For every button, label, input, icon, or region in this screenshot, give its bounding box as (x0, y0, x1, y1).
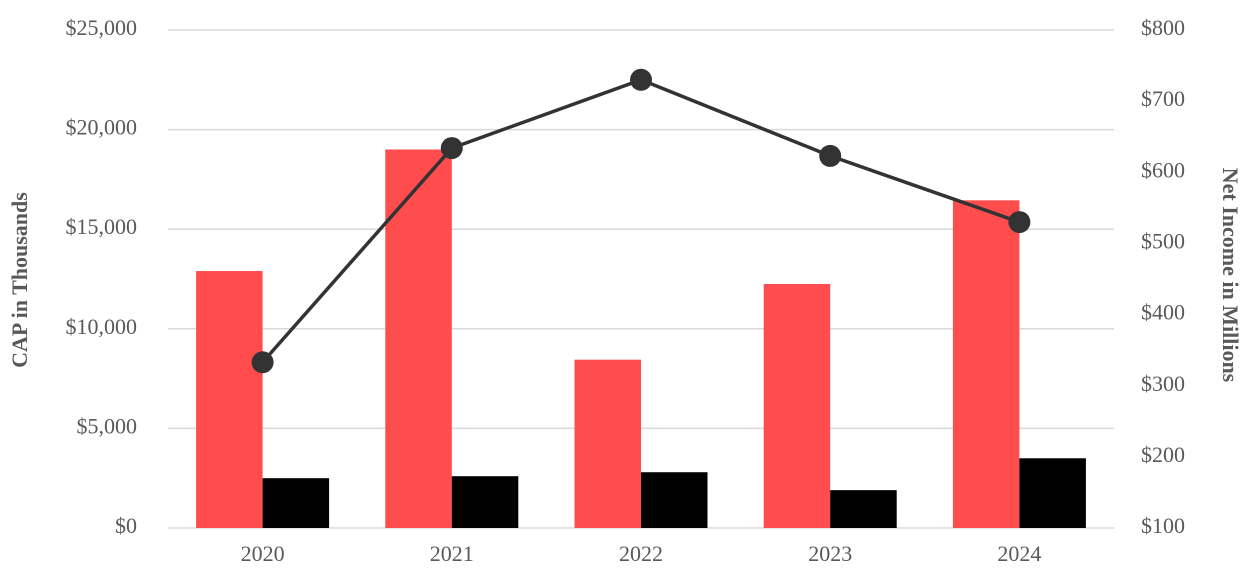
x-tick-label: 2022 (619, 541, 663, 566)
y-tick-label: $15,000 (66, 214, 138, 239)
line-marker (251, 351, 274, 374)
x-tick-label: 2021 (430, 541, 474, 566)
y2-tick-label: $700 (1141, 86, 1185, 111)
y-tick-label: $20,000 (66, 115, 138, 140)
x-tick-label: 2023 (808, 541, 852, 566)
bar (262, 478, 330, 528)
y-tick-label: $25,000 (66, 15, 138, 40)
y-tick-label: $10,000 (66, 314, 138, 339)
line (261, 77, 1020, 364)
y2-tick-label: $200 (1141, 442, 1185, 467)
y2-tick-label: $800 (1141, 15, 1185, 40)
bar (385, 149, 452, 528)
bar (451, 476, 519, 528)
y-tick-label: $0 (115, 513, 137, 538)
y2-tick-label: $400 (1141, 300, 1185, 325)
bar (1019, 458, 1086, 528)
line-marker (440, 137, 463, 160)
line-marker (819, 144, 842, 167)
y2-tick-label: $300 (1141, 371, 1185, 396)
bar (641, 472, 708, 528)
bar (196, 271, 263, 528)
y2-tick-label: $500 (1141, 228, 1185, 253)
y-axis-title: CAP in Thousands (7, 192, 32, 368)
line-marker (630, 68, 652, 91)
x-tick-label: 2020 (241, 541, 285, 566)
y2-tick-label: $600 (1141, 157, 1185, 182)
bar (763, 283, 831, 528)
x-tick-label: 2024 (997, 541, 1041, 566)
bar (952, 200, 1020, 529)
y2-axis-title: Net Income in Millions (1218, 168, 1243, 383)
bar (830, 490, 897, 528)
y2-tick-label: $100 (1141, 513, 1185, 538)
bar (574, 359, 641, 528)
y-tick-label: $5,000 (77, 413, 138, 438)
line-marker (1008, 211, 1031, 234)
